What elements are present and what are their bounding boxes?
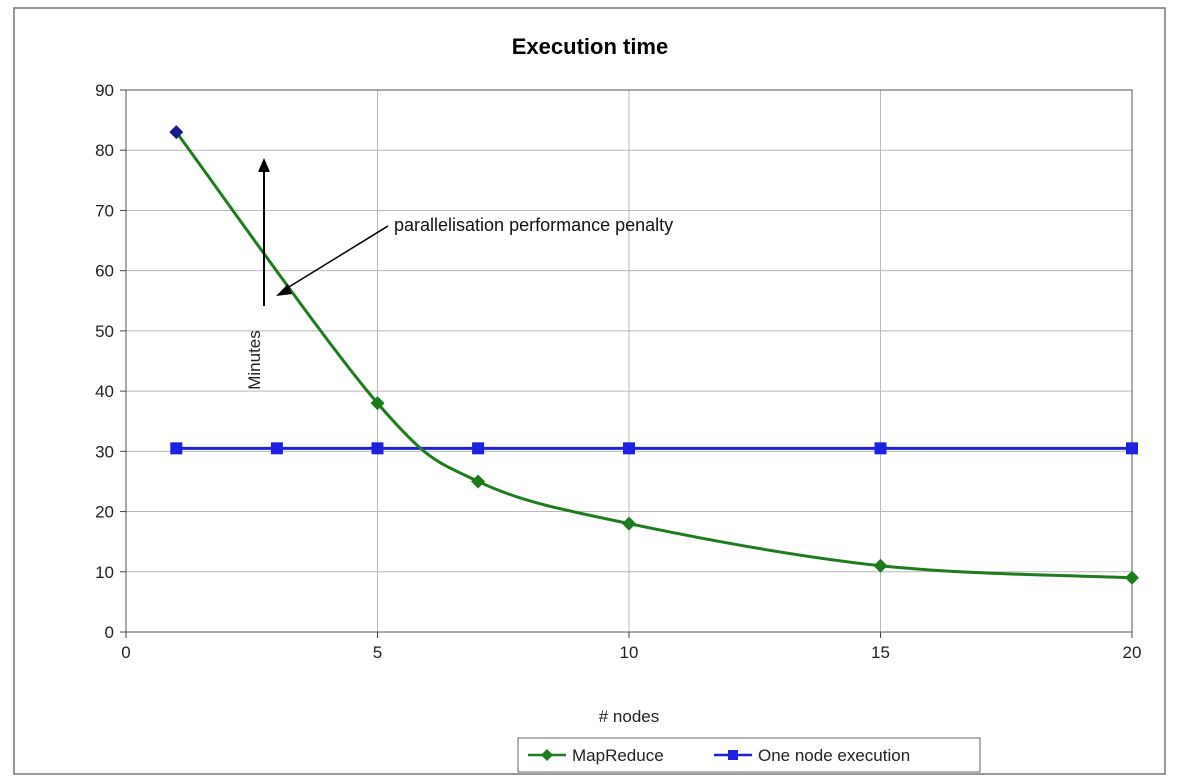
legend: MapReduce One node execution [517,737,981,773]
one-node-point-3 [472,442,485,455]
x-tick-label-0: 0 [121,643,130,662]
mapreduce-point-2 [471,474,486,489]
x-tick-label-5: 5 [373,643,382,662]
annotation-text: parallelisation performance penalty [394,215,673,235]
one-node-point-0 [170,442,183,455]
legend-mapreduce-marker [541,749,553,761]
one-node-point-6 [1126,442,1138,455]
mapreduce-point-4 [873,558,888,573]
x-tick-label-20: 20 [1123,643,1142,662]
y-tick-label-60: 60 [95,262,114,281]
y-tick-label-10: 10 [95,563,114,582]
y-tick-label-80: 80 [95,141,114,160]
y-tick-label-30: 30 [95,442,114,461]
y-tick-label-50: 50 [95,322,114,341]
one-node-point-2 [371,442,384,455]
annotation: parallelisation performance penalty [258,158,673,306]
penalty-arrow-diagonal [283,225,389,291]
y-tick-label-0: 0 [105,623,114,642]
y-tick-label-20: 20 [95,503,114,522]
mapreduce-point-3 [622,516,636,531]
legend-onenode-label: One node execution [758,746,910,765]
x-axis: 0 5 10 15 20 [121,632,1141,662]
x-axis-title: # nodes [599,707,660,726]
one-node-point-4 [623,442,635,455]
legend-mapreduce-label: MapReduce [572,746,664,765]
one-node-point-5 [874,442,887,455]
mapreduce-point-5 [1125,570,1139,585]
one-node-point-1 [270,442,283,455]
x-tick-label-10: 10 [620,643,639,662]
penalty-arrow-diagonal-head [276,284,292,296]
y-axis-title: Minutes [245,330,264,390]
series-mapreduce-line [175,131,1133,580]
legend-onenode-marker [728,750,738,760]
x-tick-label-15: 15 [871,643,890,662]
y-tick-label-90: 90 [95,81,114,100]
series-layer [169,125,1139,585]
penalty-arrow-up-head [258,158,270,172]
y-tick-label-40: 40 [95,382,114,401]
chart-title: Execution time [512,34,668,59]
y-tick-label-70: 70 [95,201,114,220]
y-axis: 0 10 20 30 40 50 60 70 80 90 [95,81,126,642]
mapreduce-point-1 [370,396,385,411]
mapreduce-point-0 [169,125,184,140]
